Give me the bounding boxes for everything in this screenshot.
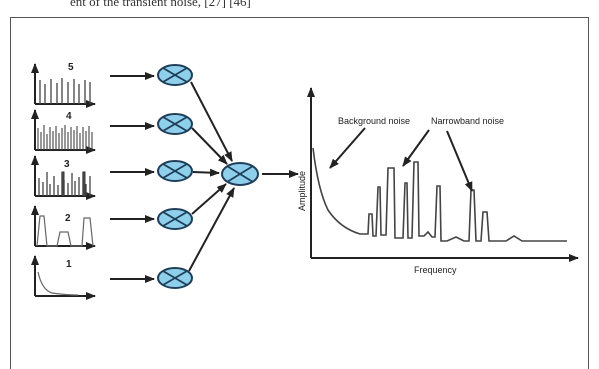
narrowband-noise-annotation: Narrowband noise	[431, 116, 504, 126]
mixer-icon	[157, 160, 193, 182]
signal-5-trace	[39, 78, 91, 104]
narrowband-pointer-1	[402, 129, 430, 167]
signal-5-panel: 5	[31, 62, 96, 108]
cropped-caption-text: ent of the transient noise, [27] [46]	[70, 0, 251, 9]
spectrum-plot: Amplitude Frequency Background noise Nar…	[297, 87, 579, 275]
combined-mixer-icon	[221, 162, 259, 186]
y-axis-label: Amplitude	[297, 171, 307, 211]
signal-1-panel: 1	[31, 255, 96, 300]
mixer-icon	[157, 267, 193, 289]
signal-4-label: 4	[66, 111, 72, 122]
signal-2-label: 2	[65, 213, 71, 224]
combine-arrows	[188, 81, 235, 272]
signal-2-trace	[36, 215, 94, 247]
mixer-icon	[157, 113, 193, 135]
narrowband-pointer-2	[446, 130, 473, 192]
mixer-icon	[157, 208, 193, 230]
figure-frame	[10, 17, 589, 369]
signal-1-label: 1	[66, 259, 72, 270]
mixer-icon	[157, 64, 193, 86]
mixer-icons	[157, 64, 259, 289]
signal-4-panel: 4	[31, 109, 96, 154]
signal-3-panel: 3	[31, 155, 96, 200]
spectrum-trace	[312, 147, 567, 242]
signal-5-label: 5	[68, 62, 74, 73]
background-noise-annotation: Background noise	[338, 116, 410, 126]
background-noise-pointer	[329, 127, 366, 169]
signal-1-trace	[37, 271, 79, 296]
signal-3-label: 3	[64, 159, 70, 170]
input-arrows	[110, 72, 155, 283]
signal-2-panel: 2	[31, 205, 96, 250]
x-axis-label: Frequency	[414, 265, 457, 275]
signal-4-trace	[37, 125, 93, 150]
